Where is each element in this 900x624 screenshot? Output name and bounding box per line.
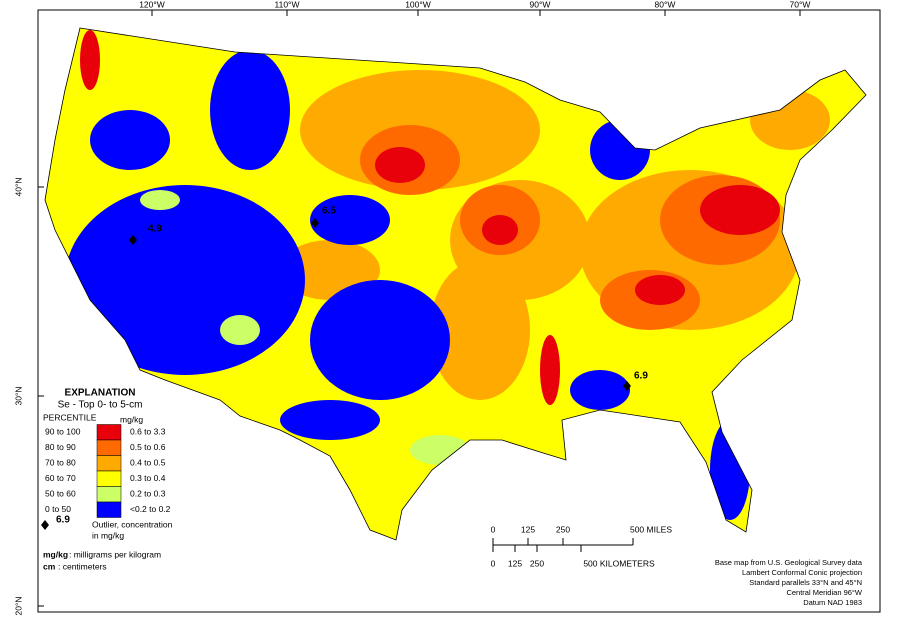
- legend-range: <0.2 to 0.2: [130, 504, 171, 514]
- credit-line: Datum NAD 1983: [803, 598, 862, 607]
- legend-title: EXPLANATION: [65, 388, 136, 399]
- longitude-label: 90°W: [530, 0, 551, 9]
- legend-swatch: [96, 424, 122, 441]
- longitude-label: 110°W: [275, 0, 300, 9]
- legend-percentile: 80 to 90: [45, 442, 76, 452]
- note-term: cm: [43, 561, 56, 571]
- legend-header: mg/kg: [120, 414, 143, 424]
- legend-range: 0.5 to 0.6: [130, 442, 166, 452]
- scale-label: 500 KILOMETERS: [583, 558, 655, 568]
- legend-swatch: [96, 470, 122, 487]
- latitude-label: 40°N: [13, 178, 23, 197]
- scale-label: 500 MILES: [630, 524, 672, 534]
- legend-range: 0.6 to 3.3: [130, 426, 166, 436]
- scale-label: 0: [491, 558, 496, 568]
- note-definition: : centimeters: [58, 561, 107, 571]
- legend-swatch: [96, 486, 122, 503]
- credit-line: Lambert Conformal Conic projection: [742, 568, 862, 577]
- longitude-label: 120°W: [139, 0, 165, 9]
- legend-subtitle: Se - Top 0- to 5-cm: [58, 400, 143, 411]
- legend-swatch: [96, 455, 122, 472]
- legend-outlier-text: in mg/kg: [92, 530, 124, 540]
- credit-line: Central Meridian 96°W: [786, 588, 862, 597]
- legend-outlier-value: 6.9: [56, 515, 70, 526]
- legend-swatch: [96, 439, 122, 456]
- outliers: 4.9 6.5 6.9: [129, 206, 648, 391]
- longitude-label: 80°W: [655, 0, 676, 9]
- note-term: mg/kg: [43, 549, 68, 559]
- legend-percentile: 60 to 70: [45, 473, 76, 483]
- credit-line: Base map from U.S. Geological Survey dat…: [715, 558, 863, 567]
- scale-label: 250: [530, 558, 544, 568]
- note-definition: : milligrams per kilogram: [69, 549, 161, 559]
- longitude-label: 100°W: [405, 0, 431, 9]
- longitude-label: 70°W: [790, 0, 811, 9]
- credit-line: Standard parallels 33°N and 45°N: [749, 578, 862, 587]
- latitude-label: 20°N: [13, 597, 23, 616]
- scale-bar: 0 125 250 500 MILES 0 125 250 500 KILOMETERS: [491, 524, 673, 568]
- legend-swatch: [96, 501, 122, 518]
- legend-range: 0.4 to 0.5: [130, 457, 166, 467]
- legend-range: 0.3 to 0.4: [130, 473, 166, 483]
- legend-percentile: 50 to 60: [45, 488, 76, 498]
- scale-label: 250: [556, 524, 570, 534]
- legend-range: 0.2 to 0.3: [130, 488, 166, 498]
- scale-label: 125: [521, 524, 535, 534]
- scale-label: 0: [491, 524, 496, 534]
- outlier-label: 4.9: [148, 224, 162, 235]
- legend-percentile: 70 to 80: [45, 457, 76, 467]
- latitude-label: 30°N: [13, 387, 23, 406]
- outlier-label: 6.5: [322, 206, 336, 217]
- legend-header: PERCENTILE: [43, 412, 97, 422]
- legend-percentile: 90 to 100: [45, 426, 81, 436]
- legend: EXPLANATION Se - Top 0- to 5-cm PERCENTI…: [41, 388, 173, 571]
- legend-percentile: 0 to 50: [45, 504, 71, 514]
- outlier-label: 6.9: [634, 371, 648, 382]
- scale-label: 125: [508, 558, 522, 568]
- legend-outlier-text: Outlier, concentration: [92, 519, 173, 529]
